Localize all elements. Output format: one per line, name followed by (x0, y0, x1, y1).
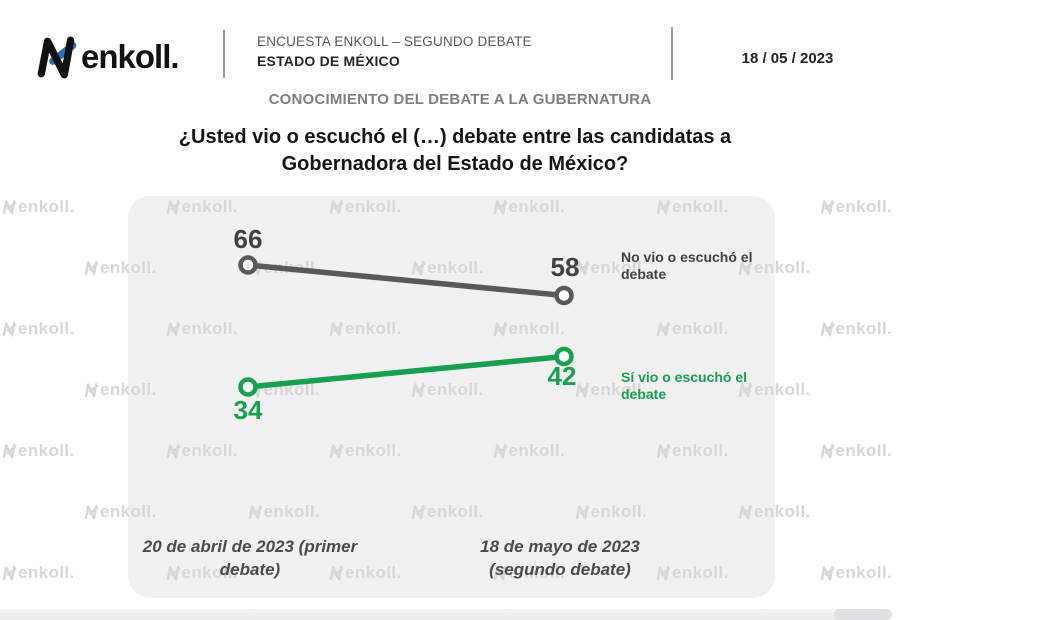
logo-wordmark: enkoll. (81, 38, 180, 75)
value-label-no-second: 58 (550, 252, 580, 282)
section-title: CONOCIMIENTO DEL DEBATE A LA GUBERNATURA (268, 91, 652, 108)
series-line-0 (238, 255, 574, 306)
watermark: enkoll. (2, 441, 75, 461)
survey-region: ESTADO DE MÉXICO (257, 53, 400, 69)
survey-date: 18 / 05 / 2023 (741, 50, 834, 67)
enkoll-mark-icon (84, 504, 99, 520)
value-label-no-first: 66 (233, 224, 263, 254)
enkoll-mark-icon (2, 321, 17, 337)
watermark: enkoll. (820, 197, 893, 217)
enkoll-mark-icon (84, 260, 99, 276)
header-divider-right (671, 27, 673, 80)
watermark: enkoll. (820, 319, 893, 339)
watermark: enkoll. (2, 319, 75, 339)
legend-si-vio: Sí vio o escuchó el debate (621, 369, 748, 402)
enkoll-mark-icon (820, 321, 834, 337)
enkoll-logo: enkoll. (34, 34, 180, 80)
enkoll-mark-icon (2, 443, 17, 459)
series-line-1 (238, 346, 574, 397)
header-divider-left (223, 30, 225, 78)
value-label-si-first: 34 (233, 395, 263, 425)
legend-no-vio: No vio o escuchó el debate (621, 249, 753, 282)
enkoll-mark-icon (820, 443, 834, 459)
bottom-edge-band (0, 609, 892, 620)
enkoll-mark-icon (2, 565, 17, 581)
header-title-block: ENCUESTA ENKOLL – SEGUNDO DEBATE ESTADO … (257, 34, 532, 69)
survey-title: ENCUESTA ENKOLL – SEGUNDO DEBATE (257, 34, 532, 49)
chart-question-title: ¿Usted vio o escuchó el (…) debate entre… (178, 126, 732, 175)
enkoll-mark-icon (84, 382, 99, 398)
watermark: enkoll. (2, 197, 75, 217)
enkoll-mark-icon (37, 36, 77, 79)
watermark: enkoll. (2, 563, 75, 583)
chart-panel (128, 196, 775, 598)
enkoll-mark-icon (820, 565, 834, 581)
watermark: enkoll. (820, 441, 893, 461)
enkoll-mark-icon (2, 199, 17, 215)
x-axis-label-first-debate: 20 de abril de 2023 (primer debate) (142, 537, 358, 579)
watermark: enkoll. (820, 563, 893, 583)
value-label-si-second: 42 (547, 361, 577, 391)
x-axis-label-second-debate: 18 de mayo de 2023 (segundo debate) (480, 537, 640, 579)
enkoll-mark-icon (820, 199, 834, 215)
